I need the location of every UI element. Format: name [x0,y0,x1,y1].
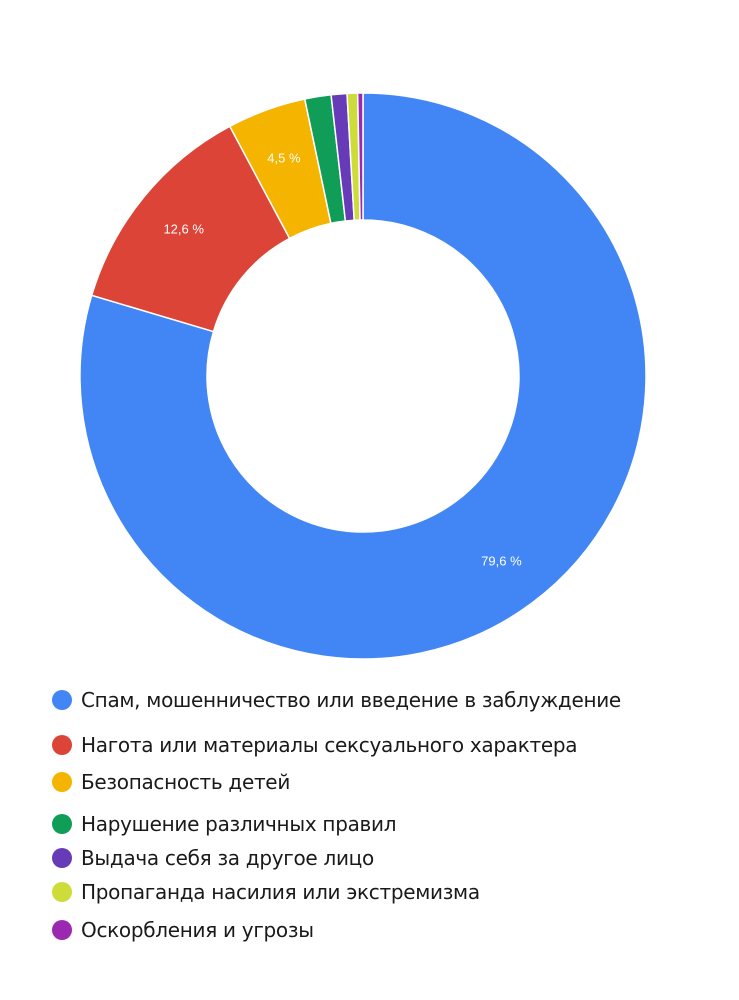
chart-slices [79,92,647,660]
legend-dot-icon [52,735,72,755]
slice-data-label: 79,6 % [481,554,522,569]
donut-slice [356,92,364,221]
legend-item-policy-violations: Нарушение различных правил [52,812,397,836]
legend-label: Спам, мошенничество или введение в заблу… [81,688,621,712]
legend-dot-icon [52,882,72,902]
legend-label: Выдача себя за другое лицо [81,846,374,870]
legend-dot-icon [52,920,72,940]
legend-item-violent-extremism: Пропаганда насилия или экстремизма [52,880,480,904]
chart-data-labels: 79,6 % 12,6 % 4,5 % [163,150,522,568]
legend-label: Нарушение различных правил [81,812,397,836]
slice-data-label: 12,6 % [163,222,204,237]
legend-dot-icon [52,690,72,710]
legend-dot-icon [52,848,72,868]
legend-dot-icon [52,814,72,834]
legend-label: Пропаганда насилия или экстремизма [81,880,480,904]
legend-item-harassment: Оскорбления и угрозы [52,918,314,942]
legend-label: Оскорбления и угрозы [81,918,314,942]
legend-dot-icon [52,772,72,792]
legend-item-nudity: Нагота или материалы сексуального характ… [52,733,578,757]
slice-data-label: 4,5 % [267,150,301,165]
legend-item-child-safety: Безопасность детей [52,770,290,794]
donut-slice [79,92,647,660]
donut-chart: 79,6 % 12,6 % 4,5 % [79,92,647,660]
legend-item-impersonation: Выдача себя за другое лицо [52,846,374,870]
legend-label: Нагота или материалы сексуального характ… [81,733,578,757]
legend-item-spam: Спам, мошенничество или введение в заблу… [52,688,621,712]
legend-label: Безопасность детей [81,770,291,794]
